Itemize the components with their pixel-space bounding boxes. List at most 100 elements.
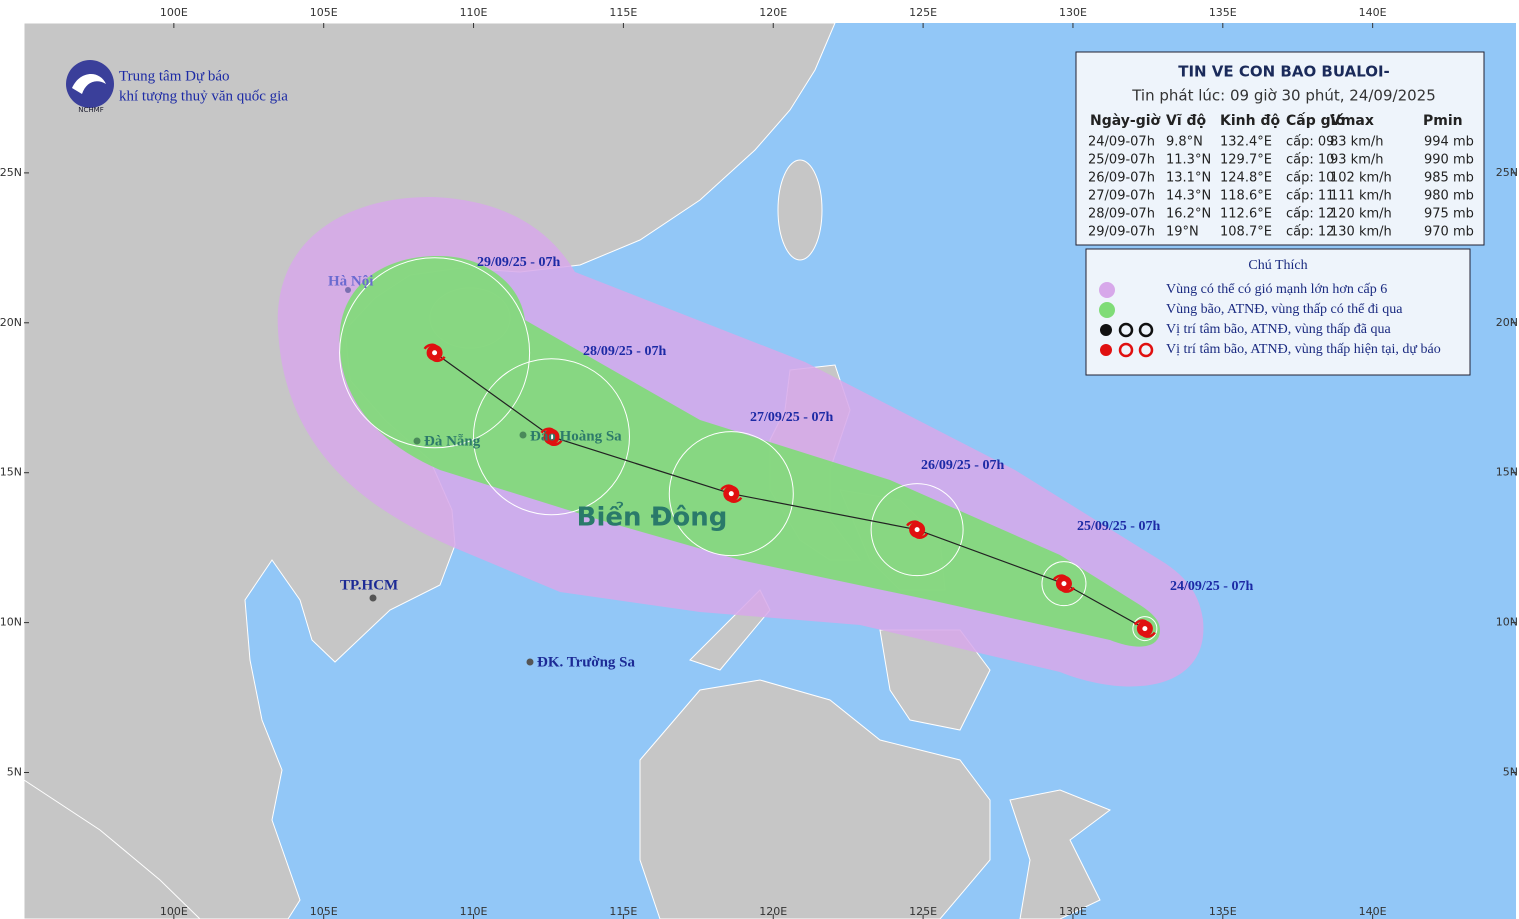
lat-label: 5N [7,766,22,779]
table-cell: 120 km/h [1330,207,1392,222]
table-cell: 27/09-07h [1088,189,1155,204]
table-header: Kinh độ [1220,113,1280,129]
table-cell: 985 mb [1424,171,1474,186]
lon-label: 135E [1209,905,1237,918]
storm-eye [914,527,920,533]
table-box [1075,51,1485,246]
city-dot [345,287,351,293]
table-cell: cấp: 11 [1286,189,1334,204]
city-dot [413,437,421,445]
legend-item: Vùng bão, ATNĐ, vùng thấp có thể đi qua [1166,302,1403,317]
storm-center [720,484,743,503]
storm-center [423,343,446,363]
storm-swirl [423,343,446,363]
storm-center [906,520,929,539]
agency-name: Trung tâm Dự báo [119,68,230,84]
table-cell: cấp: 12 [1286,207,1334,222]
table-cell: 26/09-07h [1088,171,1155,186]
track-label: 26/09/25 - 07h [921,458,1004,473]
table-cell: 975 mb [1424,207,1474,222]
table-cell: 112.6°E [1220,207,1272,222]
storm-swirl [1133,619,1156,638]
table-cell: 118.6°E [1220,189,1272,204]
legend-item: Vùng có thể có gió mạnh lớn hơn cấp 6 [1166,282,1387,297]
lon-label: 120E [759,905,787,918]
lon-label: 140E [1359,6,1387,19]
lat-label: 20N [1496,316,1518,329]
city-dot [369,594,377,602]
storm-center [540,427,563,446]
lon-label: 110E [460,6,488,19]
storm-eye [1061,581,1067,587]
storm-eye [432,350,438,356]
table-cell: cấp: 09 [1286,135,1334,150]
track-label: 28/09/25 - 07h [583,344,666,359]
table-cell: 11.3°N [1166,153,1211,168]
uncertainty-circle [668,431,794,557]
table-cell: 970 mb [1424,225,1474,240]
lat-label: 25N [1496,166,1518,179]
legend-icons [1100,322,1154,358]
table-cell: cấp: 10 [1286,171,1334,186]
graticule: 100E 100E 105E 105E 110E 110E 115E 115E 120E 120E… [0,6,1518,919]
logo [66,60,114,108]
lat-label: 10N [0,616,22,629]
table-cell: 16.2°N [1166,207,1211,222]
table-title: TIN VE CON BAO BUALOI- [1178,63,1390,81]
storm-center [1133,619,1156,638]
track-label: 29/09/25 - 07h [477,255,560,270]
legend-item: Vị trí tâm bão, ATNĐ, vùng thấp hiện tại… [1166,342,1441,357]
table-cell: 14.3°N [1166,189,1211,204]
track-label: 24/09/25 - 07h [1170,579,1253,594]
table-cell: cấp: 10 [1286,153,1334,168]
table-cell: 132.4°E [1220,135,1272,150]
place-label: Đà Nẵng [424,433,481,449]
storm-center [1052,574,1075,593]
legend-swatch [1099,302,1115,318]
lat-label: 10N [1496,616,1518,629]
table-cell: 111 km/h [1330,189,1392,204]
place-label: ĐK. Trường Sa [537,654,636,670]
place-label: Đảo Hoàng Sa [530,428,622,444]
agency-abbr: NCHMF [78,106,103,114]
lon-label: 100E [160,6,188,19]
table-header: Ngày-giờ [1090,113,1161,129]
table-cell: 130 km/h [1330,225,1392,240]
table-cell: cấp: 12 [1286,225,1334,240]
table-cell: 24/09-07h [1088,135,1155,150]
place-label: Hà Nội [328,273,373,289]
lon-label: 100E [160,905,188,918]
table-header: Pmin [1423,113,1463,129]
storm-swirl [906,520,929,539]
storm-eye [1142,626,1148,632]
lon-label: 130E [1059,6,1087,19]
city-dot [526,658,534,666]
table-cell: 980 mb [1424,189,1474,204]
uncertainty-circle [1041,561,1087,607]
lat-label: 15N [1496,466,1518,479]
info-table: TIN VE CON BAO BUALOI- Tin phát lúc: 09 … [1075,51,1485,246]
storm-eye [728,491,734,497]
uncertainty-circle [339,257,531,449]
table-cell: 124.8°E [1220,171,1272,186]
table-cell: 19°N [1166,225,1199,240]
lon-label: 130E [1059,905,1087,918]
lon-label: 110E [460,905,488,918]
table-cell: 108.7°E [1220,225,1272,240]
track-line [434,352,1146,630]
table-header: Vĩ độ [1166,113,1207,129]
lon-label: 115E [609,905,637,918]
agency-logo: NCHMF Trung tâm Dự báo khí tượng thuỷ vă… [66,60,288,114]
track: 24/09/25 - 07h 25/09/25 - 07h 26/09/25 - 0… [339,255,1253,642]
track-label: 27/09/25 - 07h [750,410,833,425]
legend-item: Vị trí tâm bão, ATNĐ, vùng thấp đã qua [1166,322,1392,337]
table-header: Cấp gió [1286,112,1345,129]
uncertainty-circle [870,483,964,577]
lon-label: 125E [909,905,937,918]
sea-label: Biển Đông [577,500,728,533]
table-cell: 28/09-07h [1088,207,1155,222]
uncertainty-circle [1132,616,1158,642]
table-cell: 129.7°E [1220,153,1272,168]
table-cell: 102 km/h [1330,171,1392,186]
